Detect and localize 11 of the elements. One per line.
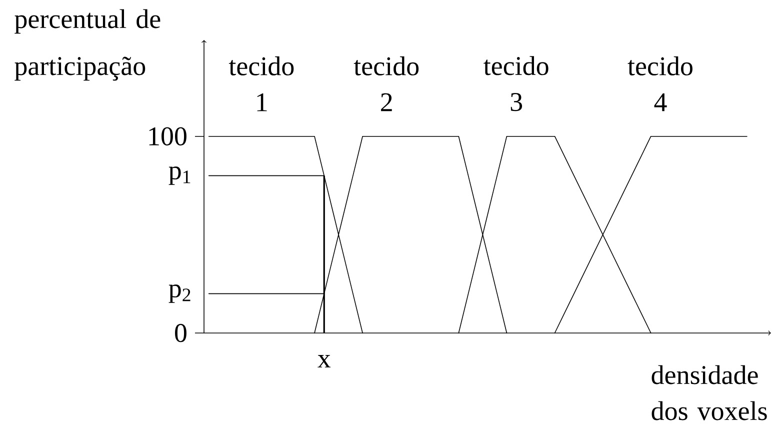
y-tick-label: 0: [175, 324, 186, 342]
y-tick-label: 100: [149, 127, 186, 146]
series-label: tecido 4: [628, 56, 692, 112]
series-label: tecido 3: [484, 56, 548, 112]
series-label: tecido 2: [354, 56, 419, 112]
y-axis-title: percentual de participação: [14, 9, 160, 81]
text: p$_{2}$: [168, 284, 190, 303]
x-tick-label: x: [318, 355, 331, 368]
legend-label: tecido 1: [228, 56, 294, 112]
text: p$_{1}$: [168, 166, 190, 185]
x-axis-title: densidade dos voxels: [652, 365, 767, 420]
